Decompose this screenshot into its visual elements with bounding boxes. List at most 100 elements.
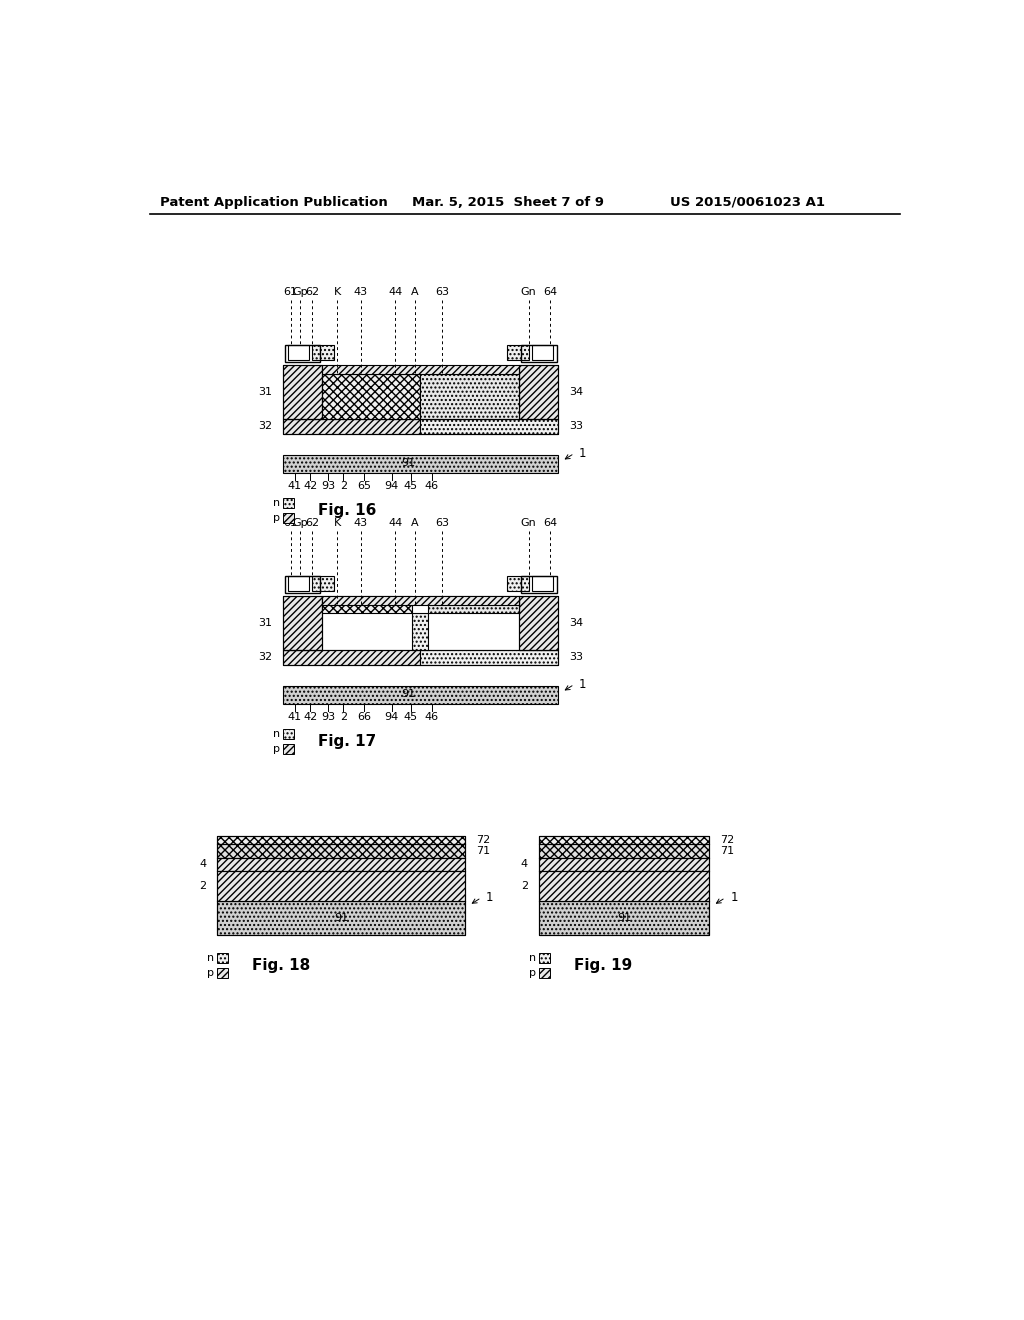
Text: 66: 66 xyxy=(357,711,372,722)
Text: K: K xyxy=(334,519,341,528)
Bar xyxy=(285,345,321,362)
Bar xyxy=(217,858,465,871)
Bar xyxy=(283,364,322,418)
Bar xyxy=(283,455,558,473)
Text: 44: 44 xyxy=(388,288,402,297)
Text: n: n xyxy=(528,953,536,964)
Text: 1: 1 xyxy=(579,446,587,459)
Text: 91: 91 xyxy=(334,912,348,923)
Text: n: n xyxy=(272,730,280,739)
Text: 2: 2 xyxy=(199,880,206,891)
Bar xyxy=(322,595,519,605)
Text: 31: 31 xyxy=(258,618,272,628)
Bar xyxy=(519,364,558,418)
Text: 71: 71 xyxy=(720,846,734,855)
Bar xyxy=(285,576,321,593)
Text: 71: 71 xyxy=(476,846,490,855)
Bar xyxy=(521,345,557,362)
Text: p: p xyxy=(273,744,280,754)
Text: 33: 33 xyxy=(569,652,583,663)
Bar xyxy=(288,345,309,360)
Text: Fig. 16: Fig. 16 xyxy=(317,503,376,517)
Bar xyxy=(531,345,554,360)
Text: 4: 4 xyxy=(199,859,206,870)
Text: 62: 62 xyxy=(305,288,319,297)
Text: 41: 41 xyxy=(288,711,302,722)
Text: 94: 94 xyxy=(384,711,398,722)
Text: 42: 42 xyxy=(303,711,317,722)
Bar xyxy=(288,576,309,591)
Bar xyxy=(322,595,413,612)
Bar xyxy=(507,576,528,591)
Text: 32: 32 xyxy=(258,652,272,663)
Text: Gp: Gp xyxy=(292,519,308,528)
Bar xyxy=(531,576,554,591)
Text: 61: 61 xyxy=(284,288,298,297)
Bar xyxy=(539,953,550,964)
Text: 33: 33 xyxy=(569,421,583,432)
Text: 45: 45 xyxy=(403,480,418,491)
Bar xyxy=(539,969,550,978)
Text: 64: 64 xyxy=(544,519,557,528)
Text: p: p xyxy=(207,968,214,978)
Bar xyxy=(283,744,294,755)
Bar xyxy=(283,595,322,649)
Bar xyxy=(217,843,465,858)
Bar xyxy=(283,513,294,524)
Text: A: A xyxy=(411,288,419,297)
Bar xyxy=(283,418,558,434)
Text: p: p xyxy=(273,513,280,523)
Bar xyxy=(217,900,465,936)
Bar xyxy=(217,836,465,843)
Text: 91: 91 xyxy=(401,689,416,700)
Bar xyxy=(283,729,294,739)
Text: 41: 41 xyxy=(288,480,302,491)
Text: 2: 2 xyxy=(340,711,347,722)
Text: US 2015/0061023 A1: US 2015/0061023 A1 xyxy=(671,195,825,209)
Bar xyxy=(519,595,558,649)
Bar xyxy=(413,612,428,649)
Bar xyxy=(322,364,519,374)
Bar xyxy=(283,649,558,665)
Text: 63: 63 xyxy=(435,288,449,297)
Bar xyxy=(283,498,294,508)
Bar xyxy=(420,649,558,665)
Text: 34: 34 xyxy=(569,618,583,628)
Text: 93: 93 xyxy=(321,711,335,722)
Bar xyxy=(539,858,710,871)
Bar xyxy=(539,843,710,858)
Text: Gn: Gn xyxy=(521,519,537,528)
Text: 43: 43 xyxy=(353,519,368,528)
Text: Fig. 17: Fig. 17 xyxy=(317,734,376,748)
Text: 42: 42 xyxy=(303,480,317,491)
Text: 4: 4 xyxy=(521,859,528,870)
Text: 61: 61 xyxy=(284,519,298,528)
Bar xyxy=(539,836,710,936)
Bar xyxy=(312,345,334,360)
Text: K: K xyxy=(334,288,341,297)
Text: 45: 45 xyxy=(403,711,418,722)
Bar xyxy=(539,871,710,900)
Bar xyxy=(428,595,519,612)
Bar xyxy=(519,364,558,418)
Text: 94: 94 xyxy=(384,480,398,491)
Text: 46: 46 xyxy=(425,480,439,491)
Text: 1: 1 xyxy=(486,891,494,904)
Text: 91: 91 xyxy=(616,912,631,923)
Bar xyxy=(322,374,420,418)
Text: Patent Application Publication: Patent Application Publication xyxy=(160,195,387,209)
Text: 93: 93 xyxy=(321,480,335,491)
Bar xyxy=(217,836,465,936)
Bar xyxy=(283,595,322,649)
Text: n: n xyxy=(207,953,214,964)
Bar xyxy=(539,836,710,843)
Bar xyxy=(420,418,558,434)
Text: 72: 72 xyxy=(720,834,734,845)
Text: 43: 43 xyxy=(353,288,368,297)
Bar xyxy=(507,345,528,360)
Text: 44: 44 xyxy=(388,519,402,528)
Text: 2: 2 xyxy=(521,880,528,891)
Text: 62: 62 xyxy=(305,519,319,528)
Text: 1: 1 xyxy=(730,891,737,904)
Text: 2: 2 xyxy=(340,480,347,491)
